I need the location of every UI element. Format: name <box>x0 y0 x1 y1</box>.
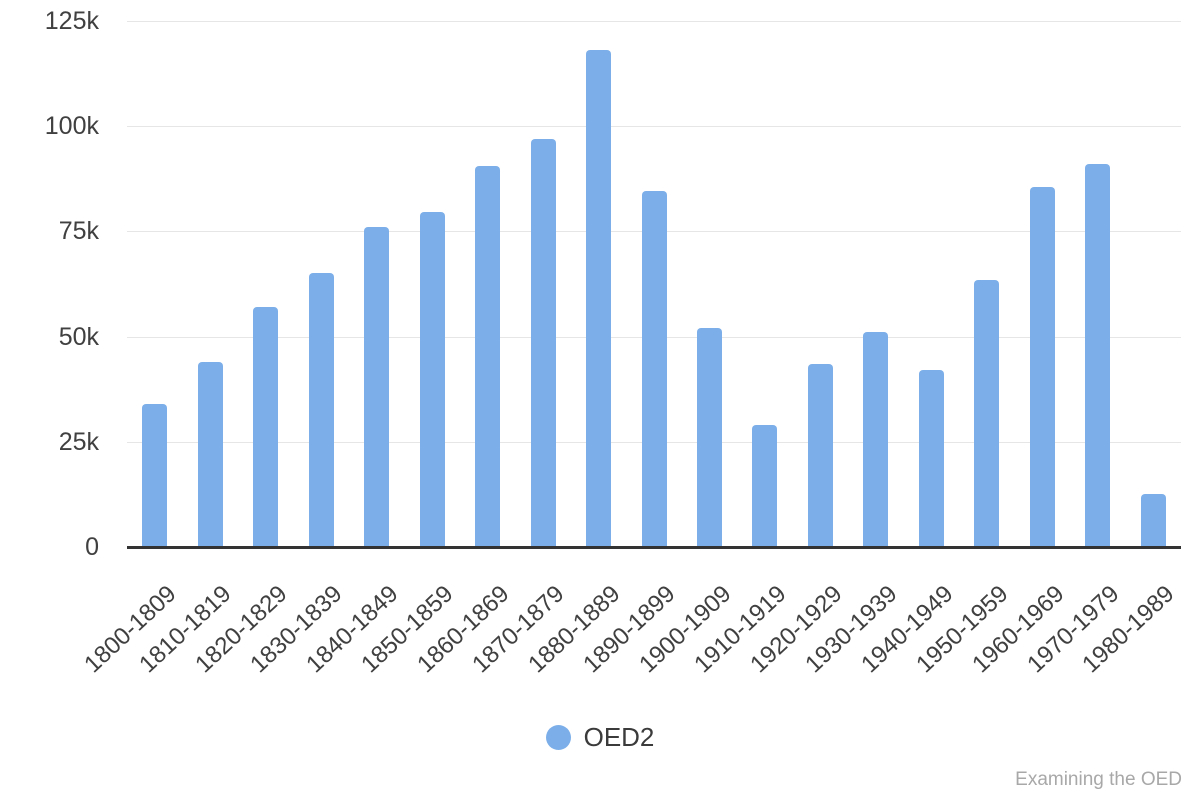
bar-1910-1919[interactable] <box>752 424 778 547</box>
y-tick-label: 75k <box>58 217 99 246</box>
bar-1950-1959[interactable] <box>974 279 1000 547</box>
bar-1810-1819[interactable] <box>197 361 223 547</box>
legend-label: OED2 <box>583 722 655 752</box>
y-gridline <box>127 21 1181 22</box>
legend-swatch-icon <box>545 724 571 750</box>
y-gridline <box>127 126 1181 128</box>
bar-1940-1949[interactable] <box>918 370 944 547</box>
bar-1840-1849[interactable] <box>364 227 390 547</box>
bar-1890-1899[interactable] <box>641 191 667 547</box>
bar-1880-1889[interactable] <box>586 50 612 547</box>
bar-1850-1859[interactable] <box>419 212 445 547</box>
y-tick-label: 125k <box>44 7 99 35</box>
y-tick-label: 25k <box>58 427 99 456</box>
bar-1800-1809[interactable] <box>142 403 168 547</box>
bar-1920-1929[interactable] <box>807 363 833 547</box>
y-tick-label: 0 <box>85 533 99 561</box>
watermark-examining-the-oed[interactable]: Examining the OED <box>1015 769 1182 790</box>
bar-1930-1939[interactable] <box>863 332 889 547</box>
legend: OED2 <box>0 724 1200 750</box>
bar-1970-1979[interactable] <box>1085 164 1111 547</box>
bar-1870-1879[interactable] <box>530 138 556 547</box>
bar-1980-1989[interactable] <box>1140 494 1166 547</box>
y-tick-label: 50k <box>58 322 99 351</box>
bar-1820-1829[interactable] <box>253 307 279 547</box>
bar-1830-1839[interactable] <box>308 273 334 547</box>
bar-1860-1869[interactable] <box>475 166 501 547</box>
bar-1900-1909[interactable] <box>696 328 722 547</box>
bar-1960-1969[interactable] <box>1029 187 1055 547</box>
x-axis-baseline <box>127 546 1181 549</box>
legend-item-oed2[interactable]: OED2 <box>545 722 655 752</box>
y-tick-label: 100k <box>44 112 99 141</box>
